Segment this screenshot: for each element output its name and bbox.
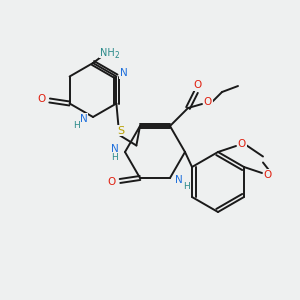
Text: O: O	[238, 139, 246, 149]
Text: O: O	[264, 170, 272, 180]
Text: H: H	[183, 182, 189, 191]
Text: O: O	[204, 97, 212, 107]
Text: O: O	[108, 177, 116, 187]
Text: H: H	[73, 121, 80, 130]
Text: N: N	[175, 175, 183, 185]
Text: H: H	[112, 154, 118, 163]
Text: N: N	[80, 114, 88, 124]
Text: S: S	[117, 125, 124, 136]
Text: N: N	[119, 68, 127, 79]
Text: NH: NH	[100, 48, 114, 58]
Text: O: O	[194, 80, 202, 90]
Text: 2: 2	[115, 52, 119, 61]
Text: N: N	[111, 144, 119, 154]
Text: O: O	[38, 94, 46, 104]
